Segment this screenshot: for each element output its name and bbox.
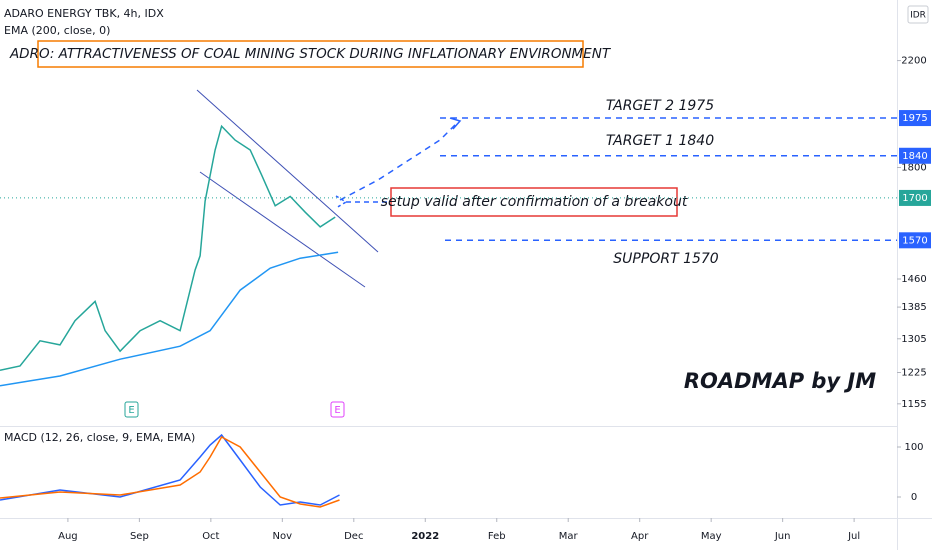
x-tick-label: Nov — [273, 531, 293, 542]
support-label: SUPPORT 1570 — [613, 251, 718, 267]
x-tick-label: Oct — [202, 531, 219, 542]
x-tick-label: Dec — [344, 531, 363, 542]
arrow-head — [449, 117, 462, 130]
earnings-label: E — [334, 405, 340, 416]
series-line — [0, 124, 336, 372]
y-tick-label: 1305 — [901, 334, 926, 345]
x-tick-label: Feb — [488, 531, 506, 542]
note-box — [390, 187, 678, 217]
x-tick-label: Sep — [130, 531, 149, 542]
x-tick-label: Aug — [58, 531, 78, 542]
last-price-box — [899, 189, 931, 206]
x-tick-label: Mar — [559, 531, 579, 542]
series-line — [0, 433, 340, 506]
target1-label: TARGET 1 1840 — [606, 133, 714, 149]
note: setup valid after confirmation of a brea… — [381, 194, 688, 210]
y-tick-label: 0 — [911, 492, 917, 503]
level-box — [899, 110, 931, 127]
y-tick-label: 100 — [904, 442, 923, 453]
y-tick-label: 1800 — [901, 162, 926, 173]
y-tick-label: 2200 — [901, 56, 926, 67]
y-tick-label: 1385 — [901, 302, 926, 313]
channel-upper — [196, 89, 379, 253]
currency: IDR — [910, 11, 926, 21]
earnings-marker — [330, 401, 345, 418]
x-tick-label: Jun — [774, 531, 791, 542]
symbol-title: ADARO ENERGY TBK, 4h, IDX — [4, 7, 164, 20]
level-box — [899, 147, 931, 164]
x-tick-label: Apr — [631, 531, 649, 542]
title-annotation: ADRO: ATTRACTIVENESS OF COAL MINING STOC… — [9, 46, 612, 62]
level-label: 1840 — [902, 151, 927, 162]
earnings-label: E — [128, 405, 134, 416]
level-box — [899, 232, 931, 249]
x-tick-label: Jul — [847, 531, 860, 542]
x-tick-label: 2022 — [411, 531, 439, 542]
target2-label: TARGET 2 1975 — [606, 98, 714, 114]
ema-legend: EMA (200, close, 0) — [4, 24, 110, 37]
projection-arrow — [339, 121, 459, 201]
earnings-marker — [124, 401, 139, 418]
y-tick-label: 1225 — [901, 367, 926, 378]
title-box — [37, 40, 584, 68]
macd-title: MACD (12, 26, close, 9, EMA, EMA) — [4, 431, 195, 444]
level-label: 1975 — [902, 113, 927, 124]
breakout-marker — [335, 195, 348, 209]
last-price-label: 1700 — [902, 193, 927, 204]
y-tick-label: 1460 — [901, 274, 926, 285]
series-line — [0, 251, 339, 387]
currency-box — [907, 5, 929, 24]
signature: ROADMAP by JM — [684, 369, 876, 393]
channel-lower — [199, 171, 366, 288]
x-tick-label: May — [701, 531, 722, 542]
series-line — [0, 435, 340, 508]
level-label: 1570 — [902, 235, 927, 246]
y-tick-label: 1155 — [901, 399, 926, 410]
